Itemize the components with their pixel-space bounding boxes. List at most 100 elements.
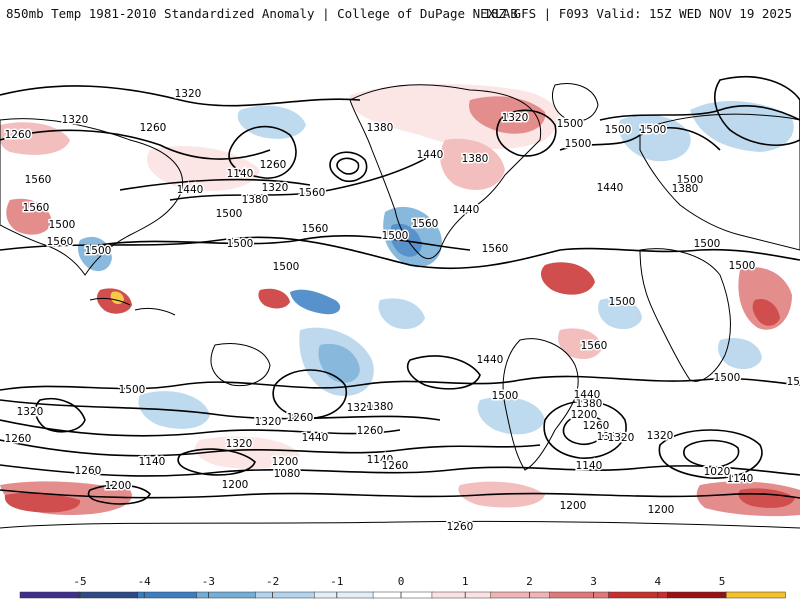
contour-label: 1560 (25, 174, 52, 186)
cold-anomaly-north-atlantic (619, 115, 691, 162)
colorbar-tick-label: 0 (398, 575, 405, 588)
contour-1500-eurasia (599, 105, 800, 121)
anomaly-map: 1320 1320 1260 1260 1140 1260 1320 1380 1560 1440… (0, 40, 800, 558)
contour-south-pacific-high (272, 369, 348, 419)
contour-label: 1500 (382, 230, 409, 242)
contour-1320-south (0, 439, 541, 457)
contour-label: 1260 (140, 122, 167, 134)
contour-label: 1260 (447, 521, 474, 533)
contour-label: 1260 (5, 129, 32, 141)
contour-label: 1500 (565, 138, 592, 150)
anomaly-colorbar: -5 -4 -3 -2 -1 0 1 2 3 4 5 (19, 575, 786, 599)
map-title: 850mb Temp 1981-2010 Standardized Anomal… (6, 6, 518, 21)
contour-label: 1560 (482, 243, 509, 255)
contour-label: 1440 (477, 354, 504, 366)
contour-label: 1260 (260, 159, 287, 171)
colorbar-tick-label: 5 (719, 575, 726, 588)
contour-label: 1260 (287, 412, 314, 424)
colorbar-swatch (667, 591, 727, 599)
cold-anomaly-siberia (690, 100, 794, 152)
contour-label: 1500 (49, 219, 76, 231)
contour-label: 1560 (302, 223, 329, 235)
colorbar-tick-label: -5 (73, 575, 86, 588)
colorbar-tick-label: 1 (462, 575, 469, 588)
contour-label: 1500 (640, 124, 667, 136)
cold-anomaly-east-pacific (378, 298, 425, 330)
contour-label: 1500 (787, 376, 800, 388)
contour-label: 1140 (139, 456, 166, 468)
colorbar-tick-label: -2 (266, 575, 279, 588)
contour-label: 1320 (17, 406, 44, 418)
contour-label: 1140 (227, 168, 254, 180)
contour-label: 1380 (576, 398, 603, 410)
contour-label: 1380 (367, 122, 394, 134)
contour-1260-north (0, 129, 271, 160)
contour-label: 1260 (5, 433, 32, 445)
contour-label: 1560 (299, 187, 326, 199)
warm-anomaly-antarctic-west-core (4, 492, 81, 513)
contour-label: 1440 (302, 432, 329, 444)
contour-label: 1260 (75, 465, 102, 477)
contour-label: 1320 (62, 114, 89, 126)
contour-label: 1380 (367, 401, 394, 413)
contour-label: 1080 (274, 468, 301, 480)
warm-anomaly-east-us (440, 138, 505, 190)
colorbar-swatch (196, 591, 257, 599)
contour-indian-low-inner (683, 439, 740, 468)
colorbar-swatch (725, 591, 786, 599)
colorbar-swatches (19, 591, 786, 599)
contour-south-pacific-low (177, 448, 256, 476)
contour-label: 1560 (23, 202, 50, 214)
contour-label: 1320 (175, 88, 202, 100)
contour-label: 1380 (242, 194, 269, 206)
contour-labels: 1320132012601260114012601320138015601440… (3, 87, 800, 535)
contour-label: 1260 (357, 425, 384, 437)
colorbar-swatch (137, 591, 198, 599)
contour-1560-mid (99, 235, 471, 251)
contour-label: 1500 (492, 390, 519, 402)
contour-antarctic-west-low (87, 484, 151, 505)
colorbar-tick-label: -1 (330, 575, 343, 588)
contour-south-atlantic-low (543, 400, 627, 459)
warm-anomaly-east-africa-core (752, 298, 780, 326)
colorbar-swatch (313, 591, 374, 599)
map-canvas: 1320132012601260114012601320138015601440… (0, 76, 800, 535)
indonesia-outline (89, 297, 176, 316)
greenland-outline (552, 83, 599, 122)
contour-1500-south (0, 375, 800, 391)
contour-canada-low (496, 109, 557, 157)
contour-label: 1500 (605, 124, 632, 136)
contour-label: 1200 (272, 456, 299, 468)
eurasia-outline (639, 113, 800, 251)
colorbar-swatch (431, 591, 492, 599)
contour-label: 1320 (226, 438, 253, 450)
contour-label: 1260 (382, 460, 409, 472)
contour-label: 1380 (597, 431, 624, 443)
colorbar-tick-label: -4 (138, 575, 152, 588)
contour-label: 1500 (557, 118, 584, 130)
colorbar-swatch (255, 591, 315, 599)
contour-label: 1500 (609, 296, 636, 308)
contour-label: 1200 (571, 409, 598, 421)
contour-label: 1140 (576, 460, 603, 472)
contour-south-atlantic-low-inner (562, 414, 607, 446)
contour-label: 1380 (672, 183, 699, 195)
contour-label: 1200 (560, 500, 587, 512)
contour-1380-north (169, 149, 441, 201)
contour-eurasia-low (714, 76, 800, 146)
contour-1500-midlat-pacific (406, 355, 481, 390)
contour-label: 1500 (729, 260, 756, 272)
contour-label: 1440 (453, 204, 480, 216)
warm-anomaly-india (6, 198, 53, 235)
colorbar-tick-label: 2 (526, 575, 533, 588)
contour-label: 1320 (502, 112, 529, 124)
contour-label: 1320 (255, 416, 282, 428)
contour-label: 1560 (581, 340, 608, 352)
colorbar-swatch (608, 591, 669, 599)
contour-label: 1500 (694, 238, 721, 250)
colorbar-swatch (549, 591, 610, 599)
warm-anomaly-south-pacific (195, 436, 300, 469)
contour-label: 1200 (105, 480, 132, 492)
cold-anomaly-layer (78, 100, 794, 435)
contour-label: 1320 (608, 432, 635, 444)
